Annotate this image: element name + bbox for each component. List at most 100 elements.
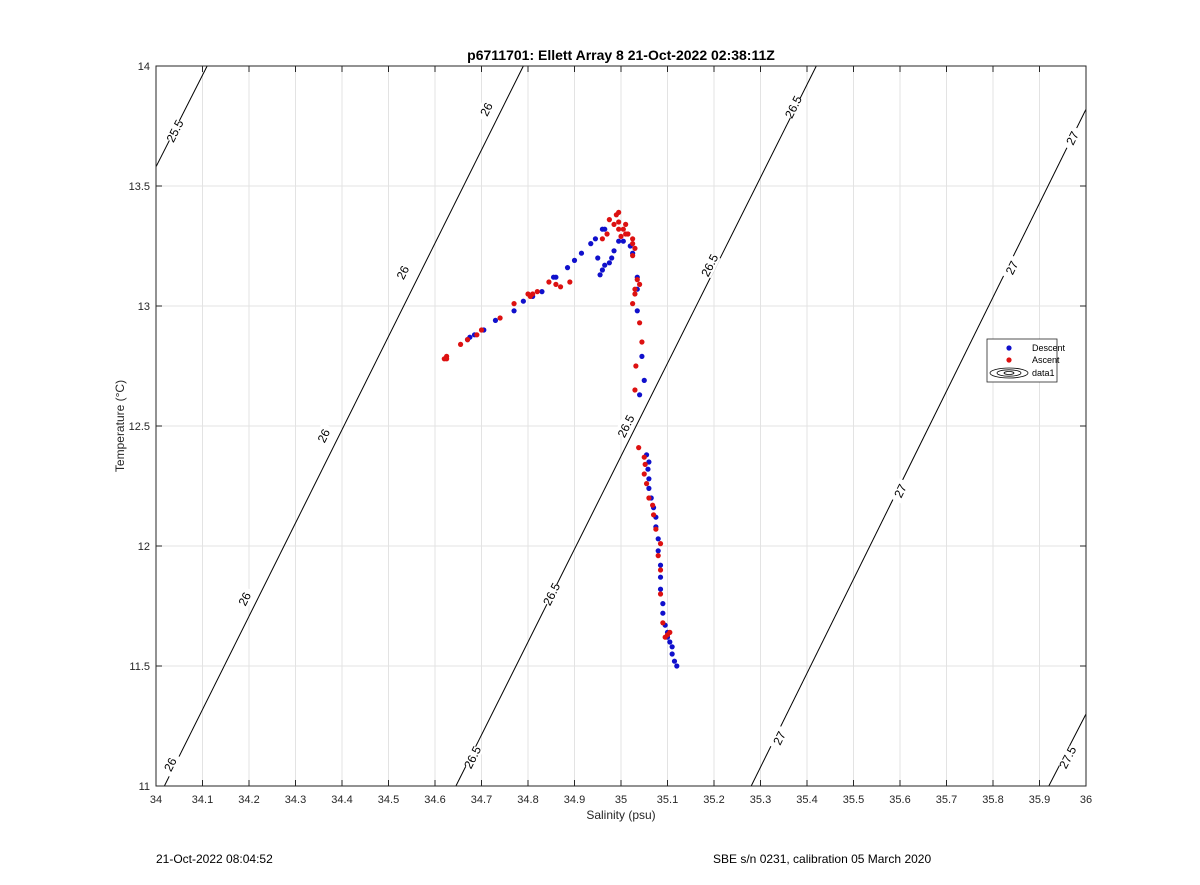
ascent-point — [497, 315, 503, 321]
x-tick-label: 34.9 — [564, 794, 585, 806]
legend-data1-label: data1 — [1032, 368, 1055, 378]
ascent-point — [642, 461, 648, 467]
ascent-point — [630, 236, 636, 242]
descent-point — [592, 236, 599, 242]
contour-label-bg — [767, 725, 791, 751]
contour-label-bg — [1060, 125, 1084, 151]
x-tick-label: 35.8 — [982, 794, 1003, 806]
density-contour-line — [156, 66, 208, 168]
contour-label: 26 — [315, 426, 334, 444]
descent-point — [646, 476, 652, 482]
ascent-point — [641, 471, 647, 477]
descent-point — [671, 658, 678, 664]
ascent-point — [657, 591, 664, 597]
descent-point — [611, 248, 617, 254]
ascent-point — [636, 445, 642, 451]
contour-label-bg — [233, 585, 256, 612]
descent-point — [602, 262, 608, 268]
ascent-point — [650, 502, 656, 508]
descent-point — [564, 265, 571, 271]
ascent-point — [474, 332, 480, 338]
descent-point — [646, 459, 652, 465]
ascent-point — [511, 301, 517, 307]
contour-label: 26 — [477, 100, 496, 118]
x-tick-label: 34.6 — [424, 794, 445, 806]
ascent-point — [553, 281, 559, 287]
ascent-point — [662, 634, 668, 640]
y-tick-label: 13 — [138, 301, 150, 313]
descent-point — [674, 663, 680, 669]
contour-label-bg — [312, 422, 335, 449]
ascent-point — [527, 293, 533, 299]
x-tick-label: 35.6 — [889, 794, 910, 806]
ascent-point — [637, 320, 643, 326]
legend-ascent-label: Ascent — [1032, 355, 1060, 365]
x-tick-label: 34.4 — [331, 794, 352, 806]
ascent-point — [641, 454, 647, 460]
descent-point — [620, 238, 626, 244]
ascent-point — [534, 289, 540, 295]
contour-label-bg — [614, 413, 637, 439]
descent-point — [646, 485, 652, 491]
descent-point — [571, 257, 578, 263]
descent-point — [660, 610, 666, 616]
ascent-point — [557, 284, 564, 290]
descent-point — [588, 241, 594, 247]
print-timestamp: 21-Oct-2022 08:04:52 — [156, 852, 273, 866]
ascent-point — [611, 221, 617, 227]
legend-contour-marker — [1003, 371, 1015, 375]
legend-ascent-marker — [1006, 357, 1012, 363]
contour-label-bg — [158, 751, 182, 778]
ascent-point — [632, 286, 638, 292]
density-contour-line — [455, 66, 817, 786]
x-tick-label: 35.1 — [657, 794, 678, 806]
descent-point — [511, 308, 517, 314]
ascent-point — [620, 226, 626, 232]
y-axis-label: Temperature (°C) — [113, 380, 127, 472]
ascent-point — [616, 209, 622, 215]
ascent-point — [637, 281, 643, 287]
ascent-point — [634, 277, 640, 283]
descent-point — [616, 238, 622, 244]
descent-point — [539, 289, 545, 295]
x-tick-label: 34.2 — [238, 794, 259, 806]
chart-title: p6711701: Ellett Array 8 21-Oct-2022 02:… — [467, 47, 775, 63]
contour-label-bg — [461, 744, 484, 771]
ascent-point — [643, 481, 650, 487]
descent-point — [669, 651, 675, 657]
x-tick-label: 35.2 — [703, 794, 724, 806]
contour-label: 26 — [394, 263, 413, 281]
contour-label: 27 — [1063, 129, 1082, 147]
ascent-point — [478, 327, 485, 333]
y-tick-label: 12 — [138, 541, 150, 553]
calibration-note: SBE s/n 0231, calibration 05 March 2020 — [713, 852, 932, 866]
x-tick-label: 35 — [615, 794, 627, 806]
descent-point — [599, 267, 606, 273]
ascent-point — [599, 236, 606, 242]
ascent-point — [546, 279, 552, 285]
ascent-point — [623, 221, 629, 227]
ascent-point — [653, 526, 659, 532]
legend-descent-label: Descent — [1032, 343, 1066, 353]
descent-point — [599, 226, 606, 232]
contour-label-bg — [163, 117, 186, 144]
ascent-point — [606, 217, 612, 223]
contour-label-bg — [698, 252, 721, 279]
contour-label-bg — [474, 96, 498, 123]
y-tick-label: 11.5 — [129, 661, 150, 673]
ascent-point — [633, 363, 639, 369]
x-tick-label: 35.4 — [796, 794, 817, 806]
ascent-point — [650, 512, 657, 518]
descent-point — [669, 644, 675, 650]
ascent-point — [646, 495, 652, 501]
descent-point — [639, 353, 645, 359]
contour-label-bg — [1056, 744, 1079, 771]
x-tick-label: 35.7 — [936, 794, 957, 806]
ascent-point — [464, 337, 471, 343]
ascent-point — [616, 219, 622, 225]
descent-point — [645, 466, 651, 472]
ascent-point — [639, 339, 645, 345]
contour-label: 27 — [770, 729, 789, 747]
contour-label: 27 — [891, 482, 910, 500]
